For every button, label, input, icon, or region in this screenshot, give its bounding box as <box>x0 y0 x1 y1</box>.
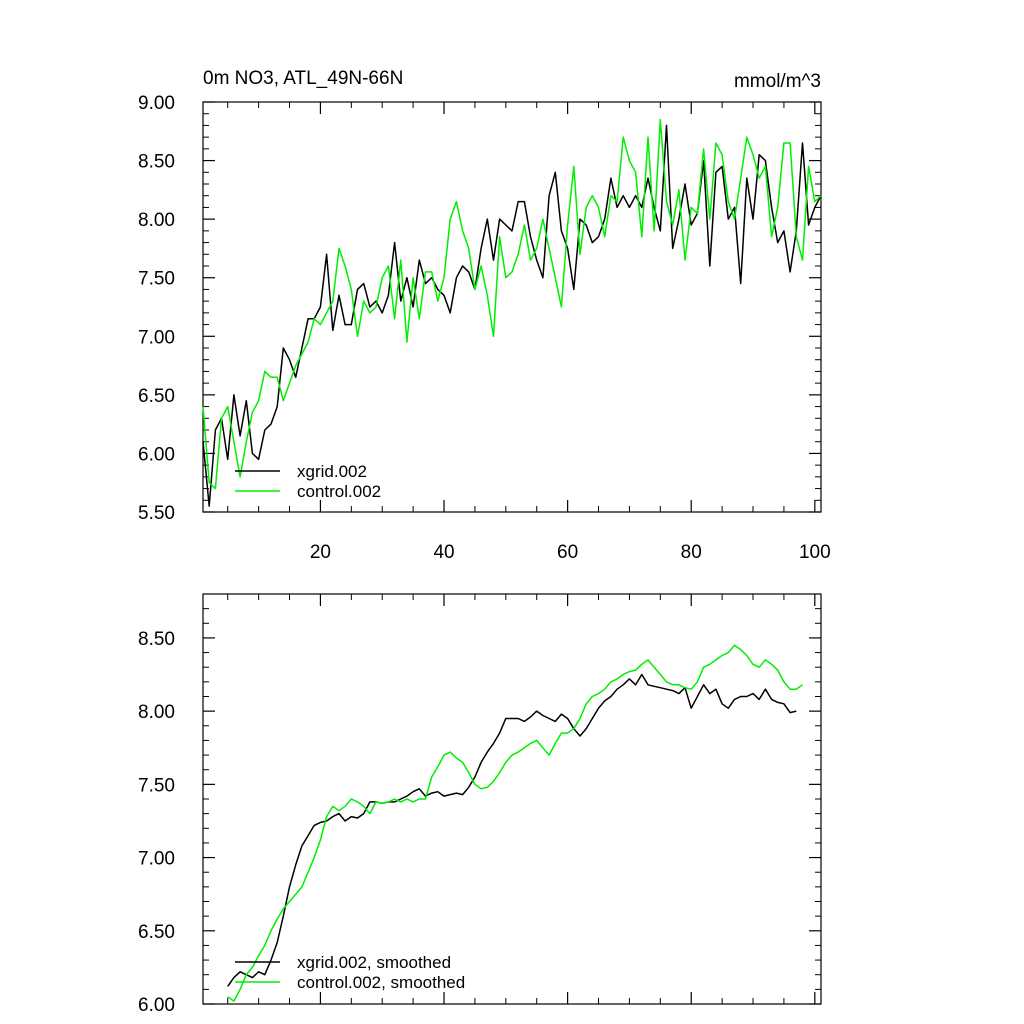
plot-frame <box>202 101 822 513</box>
series-line-xgrid <box>202 124 822 507</box>
axis-ticks <box>203 593 821 1005</box>
legend: xgrid.002 control.002 <box>235 462 381 501</box>
legend-label-control-smoothed: control.002, smoothed <box>297 973 465 992</box>
y-tick-label: 6.00 <box>138 444 175 465</box>
series-line-control <box>227 644 803 1002</box>
y-tick-label: 7.00 <box>138 327 175 348</box>
y-tick-label: 5.50 <box>138 503 175 524</box>
chart-title: 0m NO3, ATL_49N-66N <box>203 68 403 89</box>
legend-label-xgrid: xgrid.002 <box>297 462 367 481</box>
x-tick-label: 100 <box>799 542 831 563</box>
y-tick-label: 6.00 <box>138 995 175 1016</box>
legend: xgrid.002, smoothed control.002, smoothe… <box>235 953 465 992</box>
y-tick-label: 9.00 <box>138 93 175 114</box>
series-lines <box>227 644 803 1002</box>
y-tick-labels: 6.00 6.50 7.00 7.50 8.00 8.50 <box>138 629 175 1016</box>
y-tick-label: 8.50 <box>138 152 175 173</box>
y-tick-label: 7.00 <box>138 849 175 870</box>
series-line-xgrid <box>227 673 797 987</box>
y-tick-label: 6.50 <box>138 922 175 943</box>
x-tick-label: 40 <box>433 542 454 563</box>
bottom-panel: 6.00 6.50 7.00 7.50 8.00 8.50 xgrid.002, smoo… <box>138 593 822 1016</box>
x-tick-labels: 20 40 60 80 100 <box>310 542 831 563</box>
x-tick-label: 20 <box>310 542 331 563</box>
y-tick-label: 6.50 <box>138 386 175 407</box>
series-lines <box>202 118 822 507</box>
units-label: mmol/m^3 <box>734 71 821 92</box>
x-tick-label: 80 <box>681 542 702 563</box>
y-tick-label: 8.50 <box>138 629 175 650</box>
plot-frame <box>202 593 822 1005</box>
y-tick-label: 8.00 <box>138 702 175 723</box>
legend-label-control: control.002 <box>297 482 381 501</box>
series-line-control <box>202 118 822 490</box>
top-panel: 0m NO3, ATL_49N-66N mmol/m^3 5.50 6.00 6.5… <box>138 68 831 563</box>
y-tick-label: 8.00 <box>138 210 175 231</box>
y-tick-label: 7.50 <box>138 269 175 290</box>
y-tick-label: 7.50 <box>138 775 175 796</box>
legend-label-xgrid-smoothed: xgrid.002, smoothed <box>297 953 451 972</box>
y-tick-labels: 5.50 6.00 6.50 7.00 7.50 8.00 8.50 9.00 <box>138 93 175 524</box>
x-tick-label: 60 <box>557 542 578 563</box>
axis-ticks <box>203 101 821 513</box>
